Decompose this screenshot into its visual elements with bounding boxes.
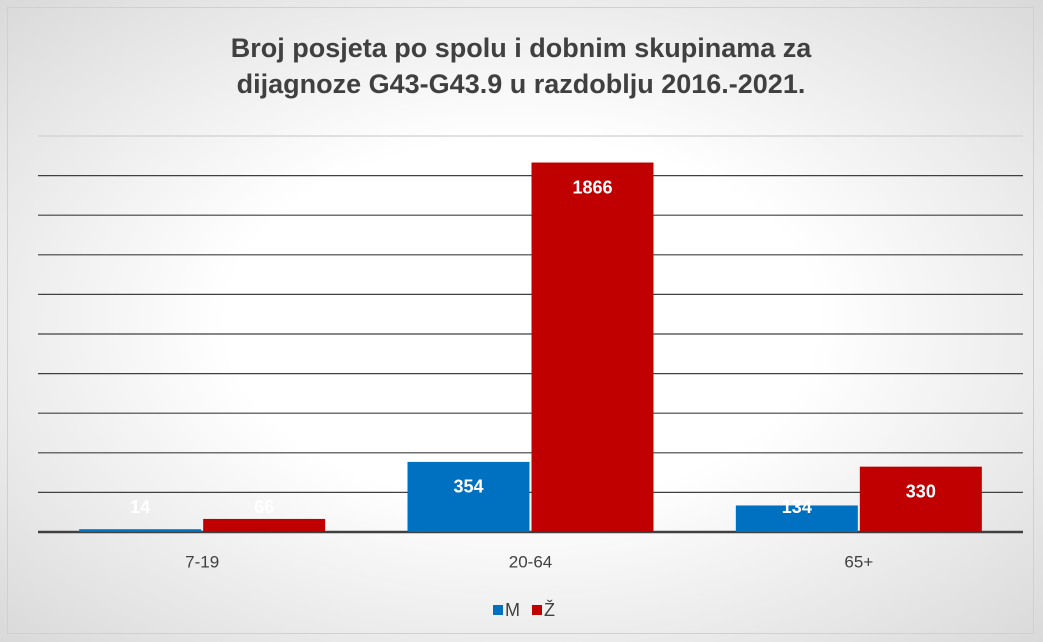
bar [79,529,202,532]
data-label: 134 [782,497,812,517]
bar [859,466,982,532]
data-label: 330 [906,481,936,501]
data-label: 1866 [572,177,612,197]
legend-swatch [493,605,503,615]
data-label: 14 [130,497,150,517]
legend-label: M [505,600,520,620]
bar [531,162,654,533]
bar [735,505,858,532]
data-label: 66 [254,497,274,517]
x-tick-label: 20-64 [509,552,552,571]
legend-swatch [532,605,542,615]
bar [203,518,326,532]
legend-label: Ž [544,600,555,620]
x-tick-label: 65+ [844,552,873,571]
chart-title: Broj posjeta po spolu i dobnim skupinama… [230,33,812,99]
chart-frame [7,7,1034,634]
x-tick-label: 7-19 [185,552,219,571]
bar [407,461,530,532]
data-label: 354 [453,477,483,497]
